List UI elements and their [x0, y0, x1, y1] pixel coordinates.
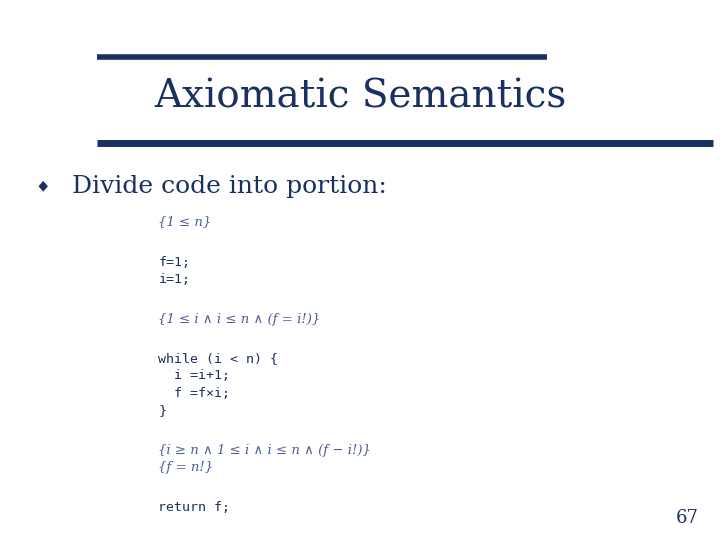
Text: Divide code into portion:: Divide code into portion: [72, 175, 387, 198]
Text: }: } [158, 404, 166, 417]
Text: return f;: return f; [158, 501, 230, 514]
Text: while (i < n) {: while (i < n) { [158, 352, 279, 365]
Text: f=1;: f=1; [158, 256, 190, 269]
Polygon shape [39, 181, 48, 192]
Text: i=1;: i=1; [158, 273, 190, 286]
Text: f =f×i;: f =f×i; [158, 387, 230, 400]
Text: {1 ≤ i ∧ i ≤ n ∧ (f = i!)}: {1 ≤ i ∧ i ≤ n ∧ (f = i!)} [158, 313, 320, 326]
Text: {f = n!}: {f = n!} [158, 461, 214, 474]
Text: Axiomatic Semantics: Axiomatic Semantics [154, 79, 566, 116]
Text: 67: 67 [675, 509, 698, 528]
Text: {i ≥ n ∧ 1 ≤ i ∧ i ≤ n ∧ (f − i!)}: {i ≥ n ∧ 1 ≤ i ∧ i ≤ n ∧ (f − i!)} [158, 444, 372, 457]
Text: {1 ≤ n}: {1 ≤ n} [158, 215, 212, 228]
Text: i =i+1;: i =i+1; [158, 369, 230, 382]
